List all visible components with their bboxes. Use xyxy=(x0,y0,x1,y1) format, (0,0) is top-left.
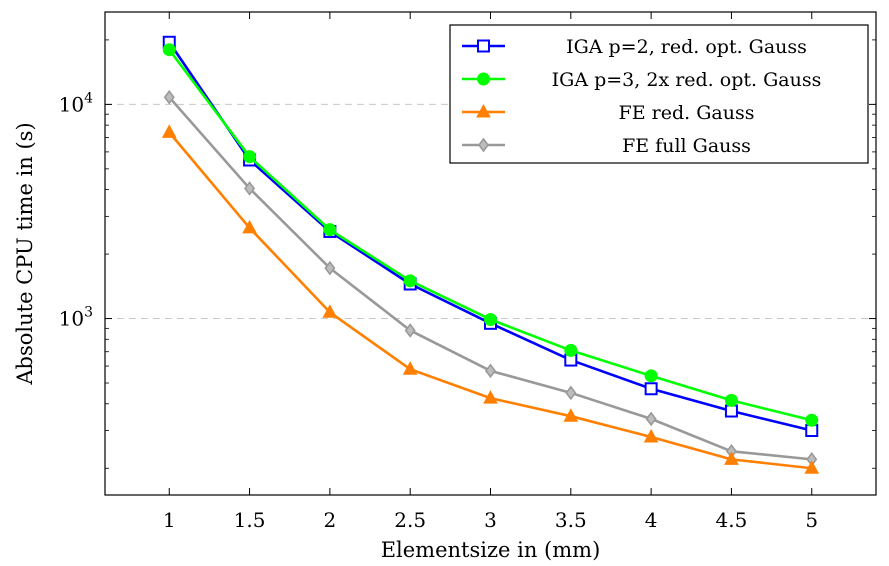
x-tick-label: 5 xyxy=(805,508,818,532)
data-point xyxy=(724,451,739,465)
data-point xyxy=(483,390,498,404)
series-line xyxy=(168,131,812,470)
data-point xyxy=(563,408,579,422)
data-point xyxy=(724,404,738,418)
data-point xyxy=(478,137,489,153)
x-axis-ticks: 1 1.5 2 2.5 3 3.5 4 4.5 5 xyxy=(163,12,818,532)
legend-label: IGA p=3, 2x red. opt. Gauss xyxy=(552,69,822,91)
y-axis-ticks: 103 104 xyxy=(59,90,876,331)
data-point xyxy=(644,369,658,383)
data-point xyxy=(322,304,338,318)
data-point xyxy=(324,260,336,276)
data-point xyxy=(565,385,577,401)
plot-frame xyxy=(104,11,877,496)
x-tick-label: 3.5 xyxy=(555,508,587,532)
data-point xyxy=(163,89,175,105)
x-tick-label: 4.5 xyxy=(716,508,748,532)
data-point xyxy=(643,428,659,443)
x-tick-label: 3 xyxy=(484,508,497,532)
data-point xyxy=(564,343,578,357)
data-point xyxy=(403,274,417,288)
data-point xyxy=(644,382,658,396)
data-point xyxy=(477,39,490,53)
data-point xyxy=(805,413,819,427)
data-point xyxy=(485,363,496,379)
x-tick-label: 1 xyxy=(163,508,176,532)
series-2 xyxy=(161,124,820,474)
data-point xyxy=(476,103,491,118)
data-point xyxy=(402,361,418,375)
x-tick-label: 4 xyxy=(645,508,658,532)
series-3 xyxy=(163,89,818,467)
data-point xyxy=(724,393,738,407)
data-point xyxy=(243,150,257,164)
data-point xyxy=(161,124,177,138)
series-group xyxy=(161,35,820,474)
data-point xyxy=(404,323,416,338)
legend-box xyxy=(449,24,869,164)
data-point xyxy=(242,219,257,234)
y-tick-label: 104 xyxy=(59,90,93,116)
data-point xyxy=(477,72,490,86)
legend-label: FE full Gauss xyxy=(622,135,751,157)
data-point xyxy=(645,411,657,427)
data-point xyxy=(484,312,497,326)
legend-label: IGA p=2, red. opt. Gauss xyxy=(566,36,807,58)
y-tick-label: 103 xyxy=(59,305,93,331)
x-tick-label: 2.5 xyxy=(394,508,426,532)
legend: IGA p=2, red. opt. Gauss IGA p=3, 2x red.… xyxy=(449,24,869,164)
y-axis-label: Absolute CPU time in (s) xyxy=(13,122,37,385)
data-point xyxy=(244,181,256,196)
x-axis-label: Elementsize in (mm) xyxy=(381,538,601,562)
x-tick-label: 2 xyxy=(324,508,337,532)
data-point xyxy=(323,223,337,237)
legend-label: FE red. Gauss xyxy=(619,102,755,124)
minor-ticks xyxy=(105,39,876,469)
data-point xyxy=(162,43,176,57)
x-tick-label: 1.5 xyxy=(234,508,266,532)
series-1 xyxy=(162,43,819,427)
data-point xyxy=(804,460,820,474)
